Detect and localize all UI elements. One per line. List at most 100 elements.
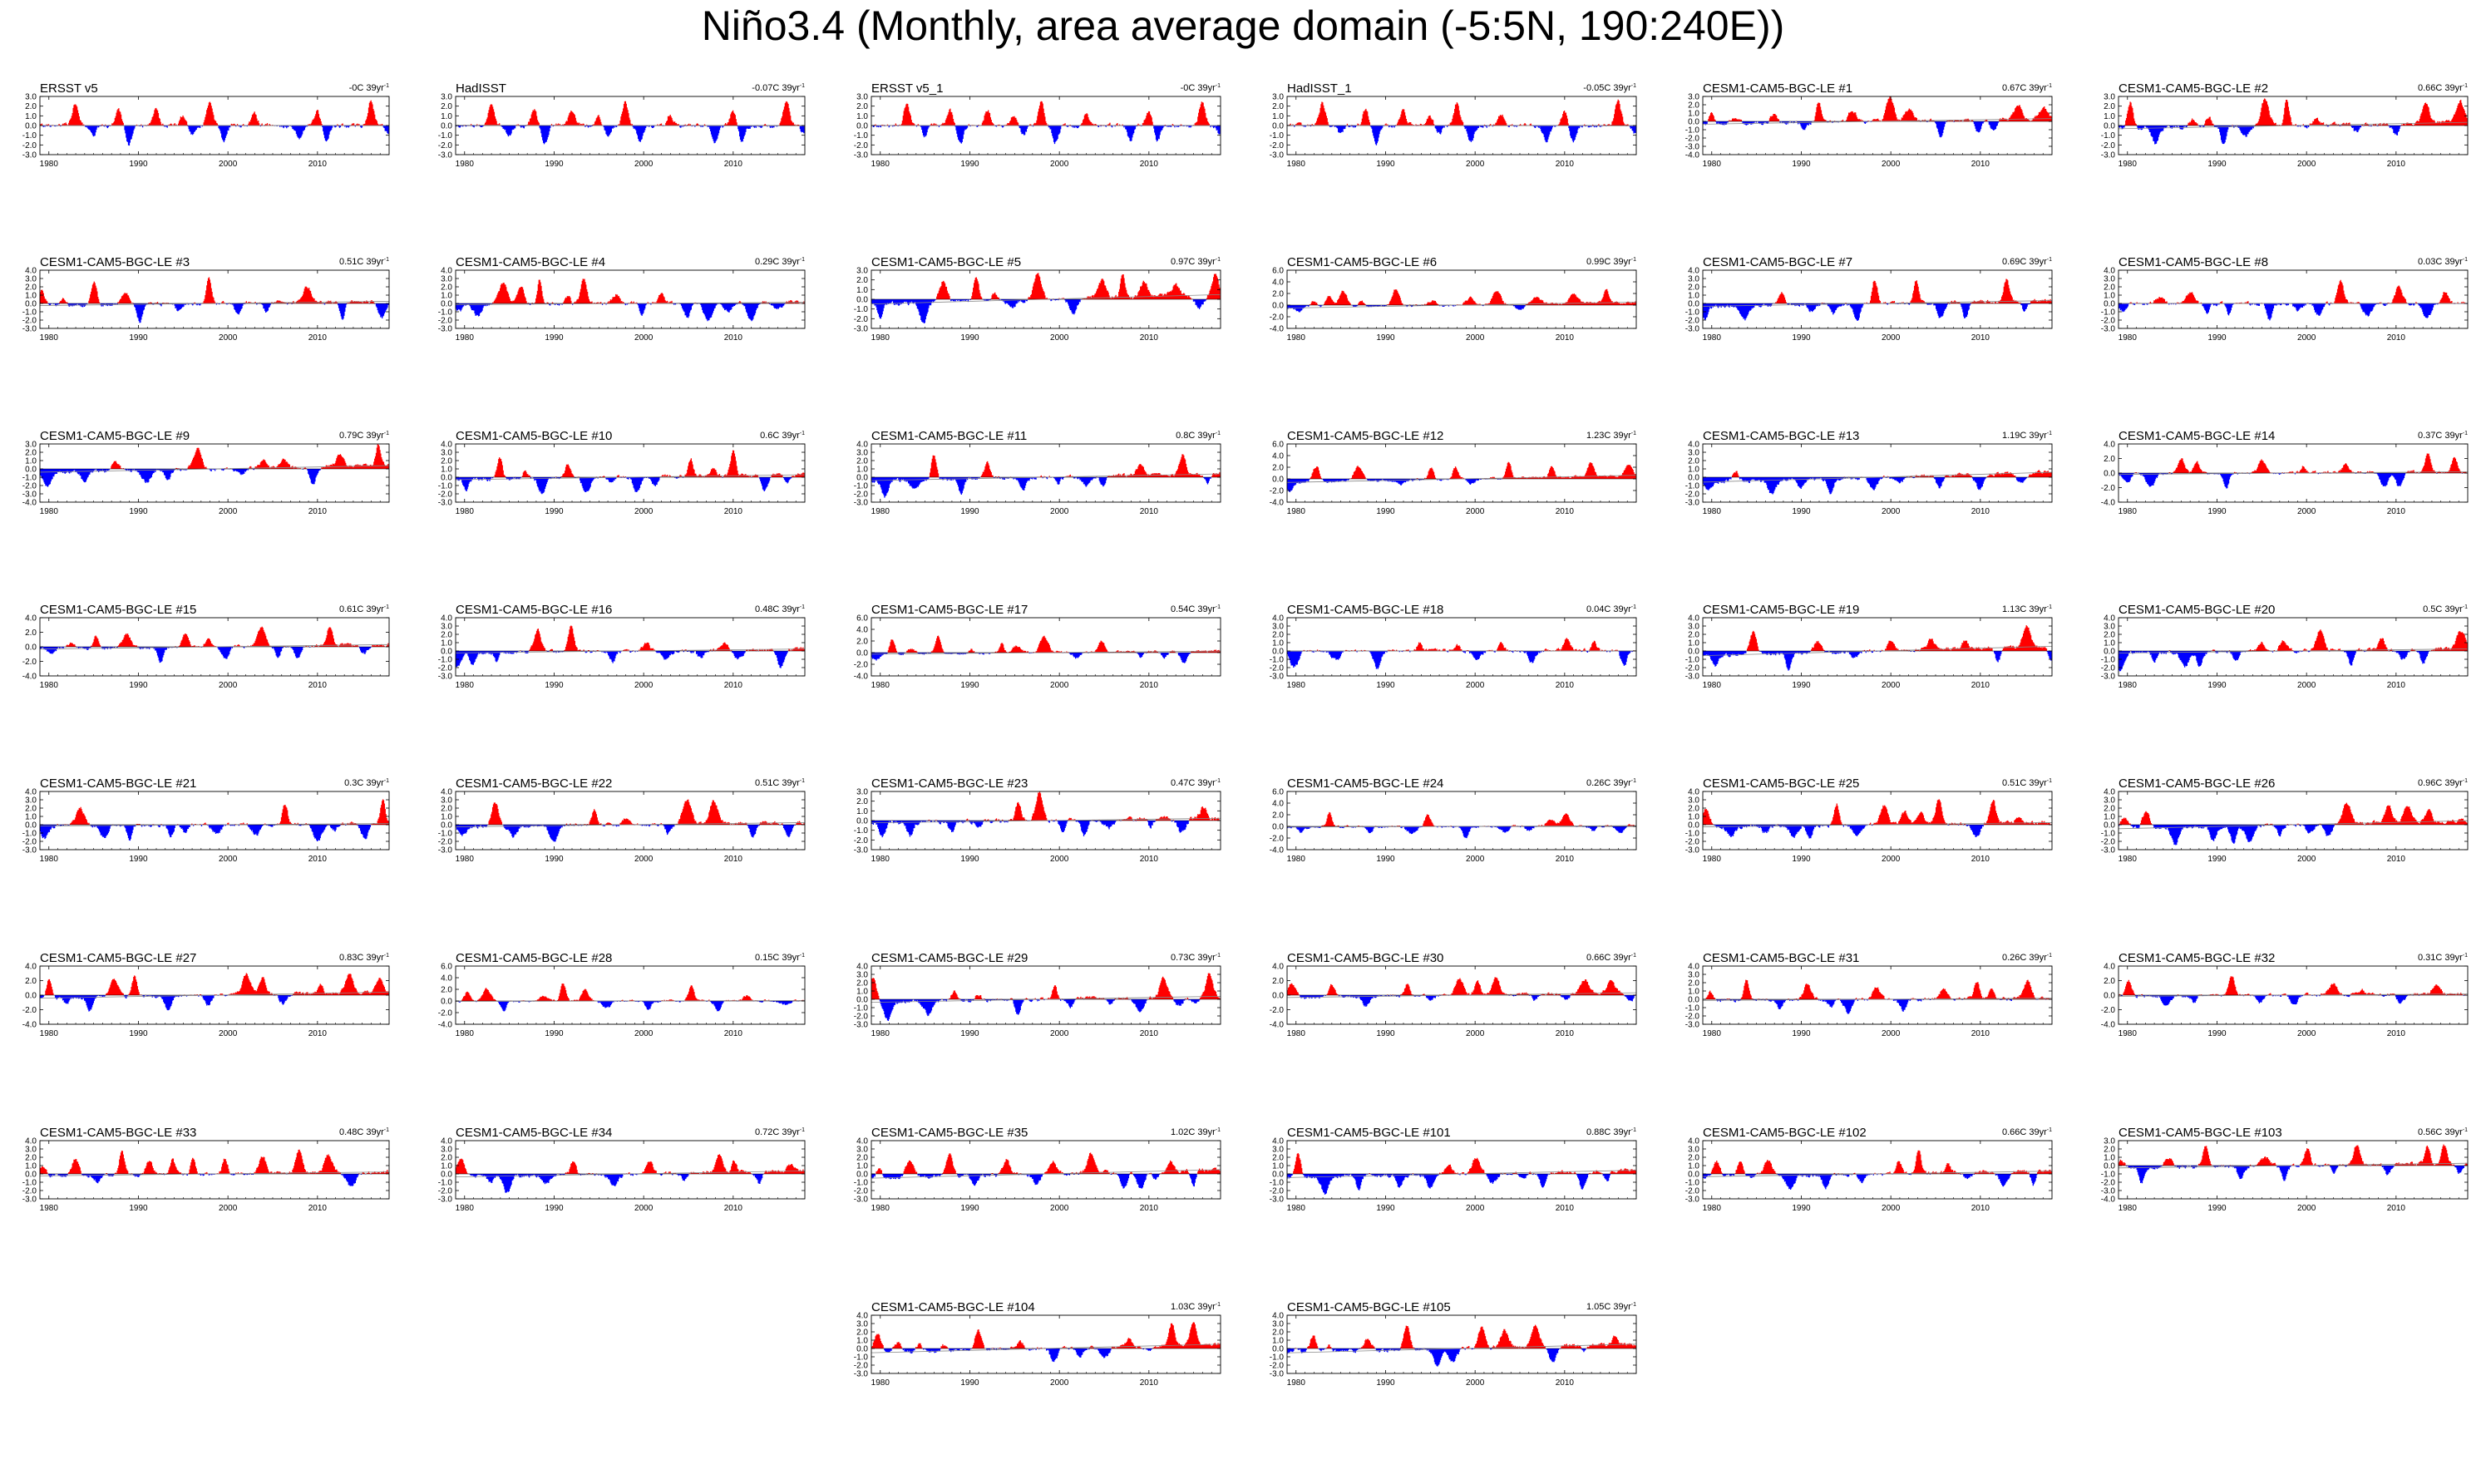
y-tick-label: 2.0 bbox=[441, 283, 452, 293]
trend-line bbox=[1702, 471, 2053, 483]
panel-trend-label: 0.29C 39yr-1 bbox=[755, 257, 805, 267]
x-tick-label: 1990 bbox=[960, 1378, 979, 1388]
y-tick-label: -1.0 bbox=[1270, 131, 1285, 141]
y-tick-label: 2.0 bbox=[2104, 455, 2115, 464]
y-tick-label: -2.0 bbox=[438, 664, 453, 673]
positive-anomaly-area bbox=[1707, 96, 2052, 121]
y-tick-label: -3.0 bbox=[1270, 673, 1285, 682]
x-tick-label: 1980 bbox=[1287, 1204, 1306, 1213]
y-tick-label: -2.0 bbox=[1685, 1187, 1700, 1196]
y-tick-label: 2.0 bbox=[856, 638, 868, 647]
y-tick-label: -2.0 bbox=[2101, 838, 2116, 847]
negative-anomaly-area bbox=[1300, 995, 1635, 1007]
y-tick-label: 0.0 bbox=[1688, 648, 1699, 657]
y-tick-label: -2.0 bbox=[2101, 317, 2116, 326]
y-tick-label: -3.0 bbox=[854, 1370, 869, 1379]
y-tick-label: 1.0 bbox=[1688, 466, 1699, 475]
y-tick-label: -1.0 bbox=[22, 131, 37, 141]
y-tick-label: 1.0 bbox=[25, 813, 37, 822]
x-tick-label: 2000 bbox=[219, 681, 238, 690]
negative-anomaly-area bbox=[1703, 999, 2052, 1014]
y-tick-label: 2.0 bbox=[856, 457, 868, 466]
trend-line bbox=[871, 473, 1221, 481]
panel-trend-label: 0.48C 39yr-1 bbox=[339, 1127, 389, 1137]
x-tick-label: 1980 bbox=[40, 507, 59, 516]
x-tick-label: 2000 bbox=[219, 1029, 238, 1038]
y-tick-label: 0.0 bbox=[25, 821, 37, 831]
y-tick-label: 0.0 bbox=[441, 474, 452, 483]
x-tick-label: 1980 bbox=[1703, 1029, 1722, 1038]
plot-frame bbox=[39, 443, 390, 503]
y-tick-label: 4.0 bbox=[1272, 279, 1284, 288]
y-tick-label: -3.0 bbox=[2101, 325, 2116, 334]
panel-trend-label: 0.66C 39yr-1 bbox=[1586, 953, 1636, 963]
y-tick-label: -3.0 bbox=[2101, 673, 2116, 682]
positive-anomaly-area bbox=[63, 626, 389, 647]
negative-anomaly-area bbox=[1290, 126, 1636, 145]
y-tick-label: -1.0 bbox=[854, 1353, 869, 1363]
y-tick-label: 1.0 bbox=[1272, 639, 1284, 648]
panel: CESM1-CAM5-BGC-LE #10 0.6C 39yr-1 -3.0-2.0… bbox=[438, 429, 806, 516]
x-tick-label: 2010 bbox=[1140, 681, 1159, 690]
positive-anomaly-area bbox=[491, 450, 805, 477]
x-tick-label: 2010 bbox=[308, 681, 328, 690]
y-tick-label: 4.0 bbox=[25, 963, 37, 972]
x-tick-label: 1980 bbox=[456, 1204, 475, 1213]
x-tick-label: 2000 bbox=[1050, 681, 1069, 690]
x-tick-label: 2010 bbox=[308, 160, 328, 169]
y-tick-label: 3.0 bbox=[2104, 1137, 2115, 1146]
y-tick-label: -2.0 bbox=[1685, 317, 1700, 326]
x-tick-label: 2000 bbox=[2297, 681, 2316, 690]
panel-title: CESM1-CAM5-BGC-LE #102 bbox=[1703, 1126, 1867, 1140]
plot-frame bbox=[455, 1140, 806, 1200]
y-tick-label: 3.0 bbox=[856, 788, 868, 797]
plot-frame bbox=[1286, 617, 1637, 677]
y-tick-label: 2.0 bbox=[1688, 1154, 1699, 1163]
x-tick-label: 2010 bbox=[1140, 1204, 1159, 1213]
negative-anomaly-area bbox=[2119, 825, 2366, 846]
negative-anomaly-area bbox=[1703, 1174, 2038, 1191]
x-tick-label: 2000 bbox=[2297, 855, 2316, 864]
y-tick-label: 3.0 bbox=[1272, 623, 1284, 632]
y-tick-label: -3.0 bbox=[1685, 846, 1700, 855]
x-tick-label: 2000 bbox=[2297, 1029, 2316, 1038]
y-tick-label: 4.0 bbox=[25, 267, 37, 276]
negative-anomaly-area bbox=[456, 825, 796, 842]
y-tick-label: -2.0 bbox=[854, 661, 869, 670]
y-tick-label: -1.0 bbox=[854, 1179, 869, 1188]
x-tick-label: 1980 bbox=[871, 333, 890, 343]
x-tick-label: 2000 bbox=[1050, 333, 1069, 343]
y-tick-label: 3.0 bbox=[1688, 93, 1699, 102]
x-tick-label: 1990 bbox=[960, 1204, 979, 1213]
y-tick-label: -4.0 bbox=[22, 673, 37, 682]
y-tick-label: 0.0 bbox=[441, 1171, 452, 1180]
x-tick-label: 1990 bbox=[2207, 333, 2227, 343]
y-tick-label: -2.0 bbox=[2101, 484, 2116, 493]
x-tick-label: 1990 bbox=[545, 1029, 564, 1038]
y-tick-label: -2.0 bbox=[854, 1362, 869, 1371]
x-tick-label: 2010 bbox=[1556, 507, 1575, 516]
plot-frame bbox=[1702, 617, 2053, 677]
x-tick-label: 2010 bbox=[1556, 333, 1575, 343]
y-tick-label: 2.0 bbox=[25, 102, 37, 111]
y-tick-label: -3.0 bbox=[22, 1196, 37, 1205]
plot-frame bbox=[871, 443, 1221, 503]
panel-trend-label: 0.88C 39yr-1 bbox=[1586, 1127, 1636, 1137]
y-tick-label: 6.0 bbox=[1272, 441, 1284, 450]
y-tick-label: 1.0 bbox=[856, 112, 868, 121]
panel-title: CESM1-CAM5-BGC-LE #29 bbox=[871, 951, 1028, 965]
y-tick-label: -1.0 bbox=[438, 482, 453, 491]
y-tick-label: 1.0 bbox=[441, 813, 452, 822]
panel-trend-label: 0.96C 39yr-1 bbox=[2418, 778, 2468, 788]
y-tick-label: 4.0 bbox=[1272, 1137, 1284, 1146]
panel: HadISST -0.07C 39yr-1 -3.0-2.0-1.00.01.02.… bbox=[438, 81, 806, 169]
y-tick-label: -3.0 bbox=[1270, 151, 1285, 160]
panel-title: CESM1-CAM5-BGC-LE #33 bbox=[40, 1126, 196, 1140]
y-tick-label: 3.0 bbox=[25, 441, 37, 450]
y-tick-label: 4.0 bbox=[856, 441, 868, 450]
panel-trend-label: 0.04C 39yr-1 bbox=[1586, 604, 1636, 614]
negative-anomaly-area bbox=[884, 1348, 1153, 1363]
panel-trend-label: 1.13C 39yr-1 bbox=[2002, 604, 2052, 614]
y-tick-label: -1.0 bbox=[1685, 656, 1700, 665]
panel-title: CESM1-CAM5-BGC-LE #12 bbox=[1287, 429, 1443, 443]
